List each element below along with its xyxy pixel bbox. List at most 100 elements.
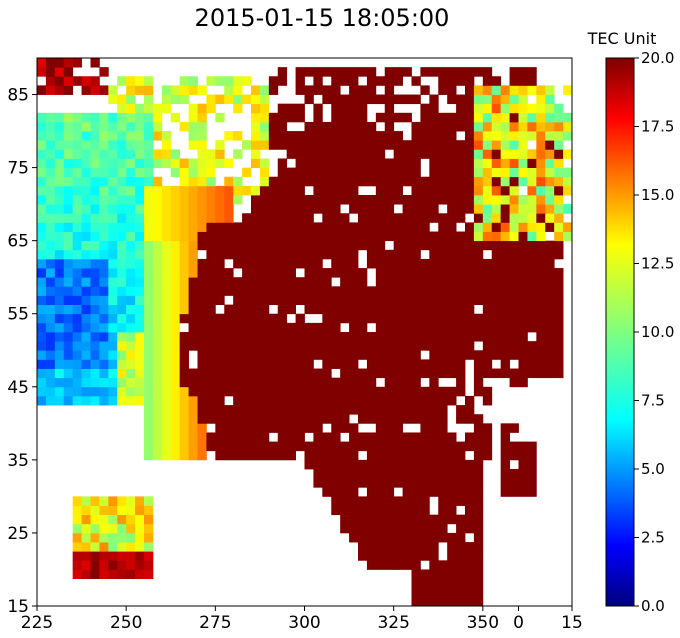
heatmap-cell	[491, 76, 502, 86]
heatmap-cell	[286, 185, 296, 196]
heatmap-cell	[527, 249, 537, 260]
heatmap-cell	[393, 240, 403, 251]
heatmap-cell	[358, 386, 368, 397]
heatmap-cell	[188, 258, 198, 269]
heatmap-cell	[135, 121, 145, 132]
heatmap-cell	[340, 131, 350, 141]
heatmap-cell	[429, 240, 439, 251]
heatmap-cell	[402, 441, 412, 452]
heatmap-cell	[473, 523, 484, 534]
heatmap-cell	[224, 432, 234, 442]
heatmap-cell	[286, 176, 296, 187]
heatmap-cell	[206, 231, 216, 242]
heatmap-cell	[135, 496, 145, 506]
heatmap-cell	[206, 277, 216, 287]
heatmap-cell	[349, 112, 359, 123]
heatmap-cell	[295, 176, 305, 187]
heatmap-cell	[429, 469, 439, 479]
heatmap-cell	[384, 304, 395, 315]
heatmap-cell	[197, 140, 207, 150]
heatmap-cell	[331, 213, 341, 223]
heatmap-cell	[215, 405, 225, 415]
heatmap-cell	[233, 423, 243, 433]
heatmap-cell	[215, 332, 225, 342]
heatmap-cell	[402, 176, 412, 187]
heatmap-cell	[268, 185, 279, 196]
heatmap-cell	[465, 103, 475, 114]
heatmap-cell	[259, 332, 270, 342]
heatmap-cell	[340, 158, 350, 168]
heatmap-cell	[384, 286, 395, 296]
heatmap-cell	[268, 204, 279, 214]
heatmap-cell	[215, 76, 225, 86]
heatmap-cell	[420, 140, 430, 150]
heatmap-cell	[304, 359, 314, 369]
heatmap-cell	[420, 487, 430, 497]
heatmap-cell	[384, 158, 395, 168]
heatmap-cell	[384, 551, 395, 561]
heatmap-cell	[295, 231, 305, 242]
heatmap-cell	[509, 204, 519, 214]
heatmap-cell	[509, 103, 519, 114]
heatmap-cell	[465, 505, 475, 516]
heatmap-cell	[295, 377, 305, 388]
heatmap-cell	[482, 423, 493, 433]
heatmap-cell	[135, 240, 145, 251]
heatmap-cell	[447, 469, 457, 479]
heatmap-cell	[144, 496, 154, 506]
heatmap-cell	[536, 131, 546, 141]
heatmap-cell	[37, 85, 47, 95]
heatmap-cell	[197, 240, 207, 251]
heatmap-cell	[527, 277, 537, 287]
heatmap-cell	[518, 94, 528, 105]
heatmap-cell	[331, 268, 341, 278]
heatmap-cell	[126, 523, 136, 534]
heatmap-cell	[313, 176, 323, 187]
heatmap-cell	[251, 332, 261, 342]
heatmap-cell	[295, 131, 305, 141]
heatmap-cell	[393, 478, 403, 488]
heatmap-cell	[251, 368, 261, 379]
colorbar-tick-label: 5.0	[641, 460, 665, 478]
heatmap-cell	[45, 322, 56, 333]
heatmap-cell	[393, 459, 403, 470]
heatmap-cell	[545, 185, 555, 196]
heatmap-cell	[518, 469, 528, 479]
heatmap-cell	[411, 76, 421, 86]
heatmap-cell	[37, 222, 47, 232]
heatmap-cell	[438, 341, 448, 351]
heatmap-cell	[170, 450, 181, 461]
heatmap-cell	[295, 386, 305, 397]
heatmap-cell	[554, 222, 564, 232]
heatmap-cell	[161, 395, 172, 406]
heatmap-cell	[206, 359, 216, 369]
heatmap-cell	[215, 414, 225, 424]
heatmap-cell	[259, 195, 270, 205]
heatmap-cell	[224, 222, 234, 232]
heatmap-cell	[286, 423, 296, 433]
heatmap-cell	[438, 459, 448, 470]
heatmap-cell	[384, 204, 395, 214]
heatmap-cell	[402, 542, 412, 552]
heatmap-cell	[277, 158, 288, 168]
heatmap-cell	[45, 85, 56, 95]
heatmap-cell	[170, 277, 181, 287]
heatmap-cell	[152, 121, 163, 132]
heatmap-cell	[99, 231, 109, 242]
heatmap-cell	[45, 167, 56, 178]
heatmap-cell	[188, 167, 198, 178]
heatmap-cell	[358, 222, 368, 232]
heatmap-cell	[322, 405, 332, 415]
heatmap-cell	[99, 277, 109, 287]
heatmap-cell	[420, 112, 430, 123]
heatmap-cell	[54, 350, 65, 360]
heatmap-cell	[304, 121, 314, 132]
heatmap-cell	[447, 277, 457, 287]
heatmap-cell	[402, 532, 412, 543]
heatmap-cell	[188, 322, 198, 333]
heatmap-cell	[179, 386, 189, 397]
heatmap-cell	[500, 140, 510, 150]
heatmap-cell	[349, 304, 359, 315]
heatmap-cell	[447, 322, 457, 333]
heatmap-cell	[563, 222, 573, 232]
